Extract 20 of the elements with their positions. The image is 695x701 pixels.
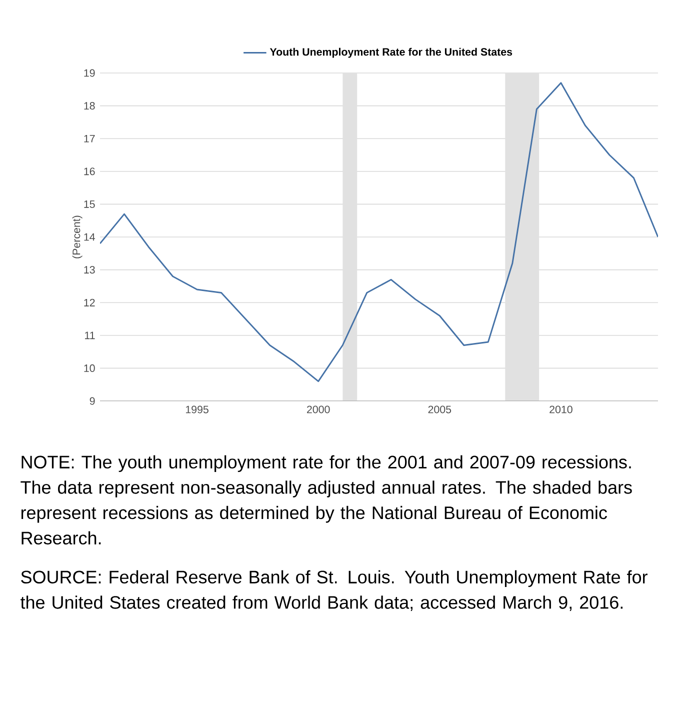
y-tick-label: 14	[84, 233, 95, 241]
y-tick-label: 9	[90, 397, 95, 405]
text: NOTE: The youth unemployment rate for the 2001 and 2007-09 recessions. The data represent non-seasonally adjusted annual rates. The shaded bars represent recessions as determined by the National Bureau of Economic Research.	[20, 455, 632, 544]
y-tick-label: 12	[84, 298, 95, 306]
y-tick-label: 13	[84, 266, 95, 274]
line-series	[100, 82, 658, 382]
legend-label: Youth Unemployment Rate for the United States	[270, 48, 512, 58]
y-tick-label: 16	[84, 168, 95, 176]
y-tick-label: 19	[84, 69, 95, 77]
x-tick-label: 2010	[550, 406, 572, 414]
y-tick-label: 10	[84, 364, 95, 372]
x-tick-label: 2005	[428, 406, 452, 414]
y-tick-label: 17	[84, 134, 95, 142]
y-tick-label: 18	[84, 102, 95, 110]
x-tick-label: 1995	[186, 406, 208, 414]
x-tick-label: 2000	[307, 406, 330, 414]
y-tick-label: 15	[84, 200, 95, 208]
y-tick-label: 11	[85, 332, 95, 340]
source-note: SOURCE: Federal Reserve Bank of St. Louis. Youth Unemployment Rate for the United States created from World Bank data; accessed March 9, 2016.	[20, 570, 648, 611]
y-axis-title: (Percent)	[72, 216, 82, 258]
